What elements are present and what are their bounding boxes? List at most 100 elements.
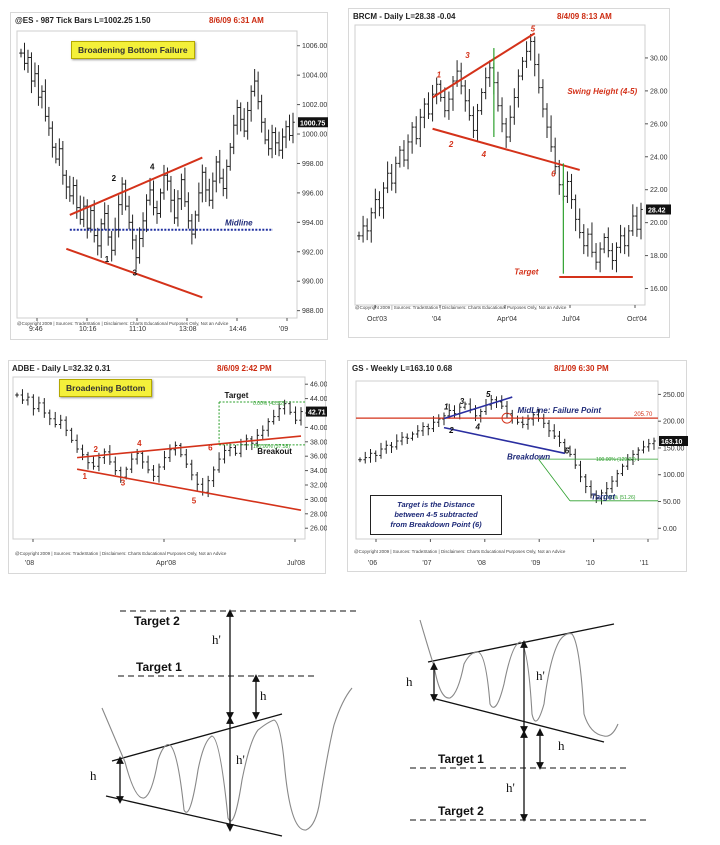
midline-value: 205.70 — [634, 412, 653, 418]
chart-date: 8/6/09 6:31 AM — [209, 16, 264, 25]
failure-point-circle — [501, 412, 513, 424]
pattern-tag: Broadening Bottom Failure — [71, 41, 195, 59]
lower-trendline — [76, 468, 302, 511]
diagram-left-drawing — [101, 609, 358, 837]
h-top-label: h — [260, 688, 267, 703]
y-tick-label: 1004.00 — [302, 73, 327, 80]
lower-trendline — [431, 697, 605, 743]
upper-trendline — [111, 713, 283, 762]
x-tick-label: '10 — [586, 560, 595, 567]
last-price-label: 1000.75 — [300, 120, 325, 127]
y-tick-label: 998.00 — [302, 161, 324, 168]
y-tick-label: 34.00 — [310, 468, 327, 475]
plot-area — [12, 376, 306, 540]
y-tick-label: 150.00 — [663, 445, 685, 452]
chart-es-plot: 1006.00 1004.00 1002.00 1000.00 998.00 996.00… — [16, 30, 328, 333]
note-line: from Breakdown Point (6) — [390, 520, 482, 529]
last-price-label: 163.10 — [661, 439, 683, 446]
y-tick-label: 26.00 — [650, 121, 668, 128]
diagram-right-drawing — [410, 619, 646, 822]
swing-height-label: Swing Height (4-5) — [567, 87, 637, 96]
x-tick-label: '08 — [25, 560, 34, 567]
target2-label: Target 2 — [134, 614, 180, 628]
x-tick-label: Jul'08 — [287, 560, 305, 567]
lower-trendline — [432, 127, 580, 171]
y-tick-label: 1000.00 — [302, 132, 327, 139]
chart-adbe-plot: 46.0044.0042.0040.0038.0036.0034.0032.00… — [12, 376, 327, 567]
x-tick-label: '06 — [368, 560, 377, 567]
y-tick-label: 100.00 — [663, 472, 685, 479]
fib-low-label: 0.00% (51.26) — [604, 495, 636, 501]
h-label: h — [406, 674, 413, 689]
price-wave — [419, 619, 619, 737]
x-tick-label: '09 — [531, 560, 540, 567]
chart-footer: @Copyright 2009 | Sources: TradeStation … — [354, 549, 566, 554]
breakdown-label: Breakdown — [507, 453, 550, 462]
target-drop-line — [538, 458, 571, 502]
x-tick-label: '09 — [279, 326, 288, 333]
last-price-box — [646, 204, 671, 215]
target-label: Target — [514, 268, 538, 277]
pivot-label: 2 — [448, 426, 454, 435]
pivot-label: 6 — [565, 446, 570, 455]
y-tick-label: 992.00 — [302, 249, 324, 256]
y-tick-label: 30.00 — [310, 497, 327, 504]
h-label: h — [90, 768, 97, 783]
note-line: between 4-5 subtracted — [394, 510, 478, 519]
chart-date: 8/6/09 2:42 PM — [217, 364, 272, 373]
y-tick-label: 28.00 — [310, 511, 327, 518]
note-line: Target is the Distance — [397, 500, 475, 509]
pivot-label: 3 — [465, 51, 470, 60]
y-tick-label: 44.00 — [310, 396, 327, 403]
y-tick-label: 36.00 — [310, 454, 327, 461]
y-tick-label: 24.00 — [650, 154, 668, 161]
y-tick-label: 40.00 — [310, 425, 327, 432]
price-wave — [101, 707, 275, 822]
y-tick-label: 30.00 — [650, 55, 668, 62]
x-tick-label: Apr'04 — [497, 316, 517, 323]
chart-brcm-daily: 30.00 28.00 26.00 24.00 22.00 20.00 18.00 16.00… — [348, 8, 671, 338]
upper-trendline — [432, 32, 536, 99]
last-price-box — [659, 435, 688, 446]
target-label: Target — [591, 492, 615, 501]
chart-adbe-daily: 46.0044.0042.0040.0038.0036.0034.0032.00… — [8, 360, 327, 574]
pivot-label: 5 — [192, 497, 197, 506]
plot-area — [355, 380, 659, 540]
price-wave — [273, 687, 353, 831]
pivot-label: 3 — [460, 397, 465, 406]
y-tick-label: 994.00 — [302, 220, 324, 227]
y-tick-label: 1006.00 — [302, 43, 327, 50]
pivot-label: 2 — [448, 140, 454, 149]
y-tick-label: 990.00 — [302, 279, 324, 286]
target-label: Target — [225, 391, 249, 400]
breakout-label: Breakout — [257, 447, 292, 456]
chart-footer: @Copyright 2009 | Sources: TradeStation … — [17, 321, 229, 326]
pivot-label: 2 — [93, 445, 98, 454]
x-tick-label: 11:10 — [129, 326, 146, 333]
fib-top-label: 0.00% (43.52) — [253, 401, 285, 407]
midline-label: Midline — [225, 219, 253, 228]
y-tick-label: 988.00 — [302, 308, 324, 315]
x-tick-label: Oct'04 — [627, 316, 647, 323]
x-tick-label: Oct'03 — [367, 316, 387, 323]
y-tick-label: 32.00 — [310, 483, 327, 490]
h-prime-label: h' — [536, 668, 545, 683]
chart-footer: @Copyright 2009 | Sources: TradeStation … — [15, 551, 227, 556]
y-tick-label: 1002.00 — [302, 102, 327, 109]
y-tick-label: 996.00 — [302, 190, 324, 197]
y-tick-label: 250.00 — [663, 392, 685, 399]
chart-brcm-plot: 30.00 28.00 26.00 24.00 22.00 20.00 18.00 16.00… — [354, 24, 671, 323]
target-note: Target is the Distance between 4-5 subtr… — [370, 495, 502, 535]
lower-trendline — [105, 795, 283, 837]
pivot-label: 1 — [444, 402, 449, 411]
y-tick-label: 22.00 — [650, 187, 668, 194]
h-bottom-label: h — [558, 738, 565, 753]
y-tick-label: 18.00 — [650, 253, 668, 260]
pivot-label: 5 — [486, 390, 491, 399]
plot-area — [354, 24, 646, 306]
target1-label: Target 1 — [136, 660, 182, 674]
h-prime-bottom-label: h' — [506, 780, 515, 795]
upper-trendline — [69, 156, 203, 216]
pivot-label: 5 — [531, 25, 536, 34]
midline-label: MidLine: Failure Point — [518, 406, 602, 415]
